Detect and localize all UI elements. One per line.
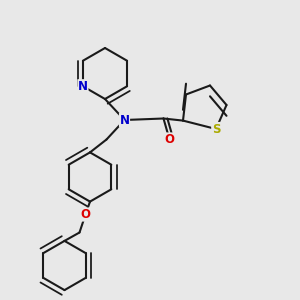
Text: N: N	[119, 113, 130, 127]
Text: O: O	[164, 133, 175, 146]
Text: O: O	[80, 208, 91, 221]
Text: N: N	[78, 80, 88, 93]
Text: S: S	[212, 122, 220, 136]
